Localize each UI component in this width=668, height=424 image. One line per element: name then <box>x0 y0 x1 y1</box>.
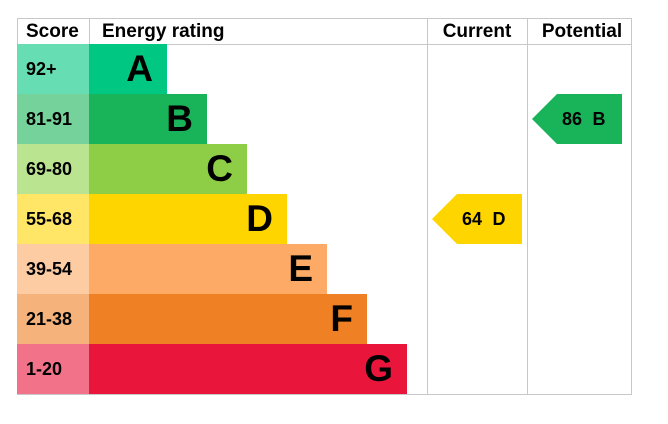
score-cell <box>17 44 89 94</box>
rating-letter: E <box>288 248 313 289</box>
score-label: 21-38 <box>26 309 72 329</box>
potential-arrow <box>532 94 622 144</box>
current-rating: D <box>493 209 506 229</box>
rating-letter: B <box>166 98 193 139</box>
header-potential: Potential <box>542 21 622 42</box>
score-label: 39-54 <box>26 259 72 279</box>
rating-letter: C <box>206 148 233 189</box>
score-label: 55-68 <box>26 209 72 229</box>
score-label: 81-91 <box>26 109 72 129</box>
rating-letter: D <box>246 198 273 239</box>
score-cell <box>17 194 89 244</box>
header-score: Score <box>26 21 79 42</box>
rating-letter: G <box>364 348 393 389</box>
rating-bar <box>89 194 287 244</box>
rating-bar <box>89 144 247 194</box>
header-rating: Energy rating <box>102 21 224 42</box>
score-label: 1-20 <box>26 359 62 379</box>
rating-letter: A <box>126 48 153 89</box>
score-label: 69-80 <box>26 159 72 179</box>
score-cell <box>17 144 89 194</box>
score-cell <box>17 94 89 144</box>
score-cell <box>17 294 89 344</box>
rating-bar <box>89 244 327 294</box>
score-cell <box>17 244 89 294</box>
potential-rating: B <box>593 109 606 129</box>
current-arrow <box>432 194 522 244</box>
current-value: 64 <box>462 209 482 229</box>
score-cell <box>17 344 89 394</box>
rating-bar <box>89 44 167 94</box>
potential-value: 86 <box>562 109 582 129</box>
rating-bar <box>89 344 407 394</box>
rating-bar <box>89 294 367 344</box>
rating-bar <box>89 94 207 144</box>
rating-letter: F <box>330 298 353 339</box>
header-current: Current <box>443 21 512 42</box>
score-label: 92+ <box>26 59 57 79</box>
